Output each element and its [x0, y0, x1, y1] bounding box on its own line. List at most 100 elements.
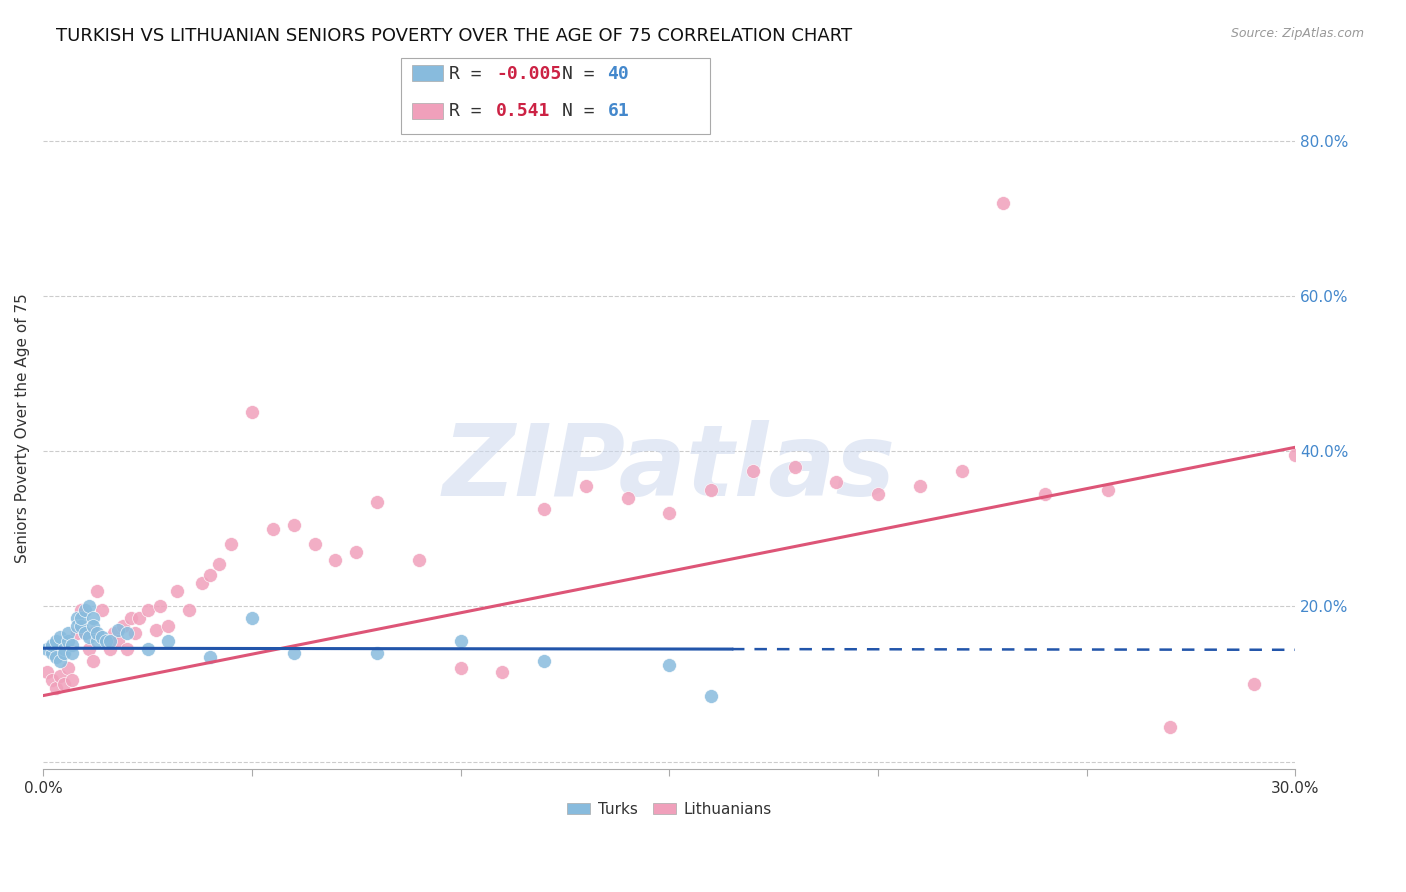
Point: [115, 626, 138, 640]
Point: [450, 634, 472, 648]
Point: [65, 611, 87, 625]
Point: [825, 475, 848, 490]
Point: [82, 654, 104, 668]
Point: [73, 626, 96, 640]
Point: [107, 623, 129, 637]
Text: R =: R =: [449, 103, 481, 120]
Point: [41, 638, 63, 652]
Point: [53, 677, 76, 691]
Point: [62, 646, 84, 660]
Point: [262, 522, 284, 536]
Y-axis label: Seniors Poverty Over the Age of 75: Seniors Poverty Over the Age of 75: [15, 293, 30, 563]
Point: [157, 634, 180, 648]
Point: [1243, 677, 1265, 691]
Point: [77, 642, 100, 657]
Text: 40: 40: [607, 65, 628, 83]
Point: [283, 517, 305, 532]
Point: [533, 654, 555, 668]
Point: [103, 626, 125, 640]
Point: [82, 626, 104, 640]
Point: [993, 195, 1015, 210]
Point: [69, 618, 91, 632]
Point: [45, 649, 67, 664]
Point: [179, 603, 201, 617]
Point: [1033, 487, 1056, 501]
Point: [115, 642, 138, 657]
Point: [149, 599, 172, 614]
Point: [219, 537, 242, 551]
Point: [120, 611, 142, 625]
Text: N =: N =: [562, 65, 595, 83]
Point: [866, 487, 889, 501]
Point: [86, 583, 108, 598]
Point: [366, 494, 388, 508]
Point: [37, 642, 59, 657]
Point: [37, 665, 59, 680]
Point: [136, 603, 159, 617]
Point: [283, 646, 305, 660]
Point: [128, 611, 150, 625]
Point: [53, 646, 76, 660]
Point: [533, 502, 555, 516]
Point: [950, 463, 973, 477]
Point: [658, 506, 681, 520]
Point: [41, 646, 63, 660]
Point: [658, 657, 681, 672]
Point: [58, 626, 80, 640]
Point: [198, 568, 221, 582]
Text: Source: ZipAtlas.com: Source: ZipAtlas.com: [1230, 27, 1364, 40]
Point: [73, 603, 96, 617]
Point: [1159, 720, 1181, 734]
Point: [107, 634, 129, 648]
Legend: Turks, Lithuanians: Turks, Lithuanians: [561, 796, 778, 823]
Point: [700, 483, 723, 497]
Point: [94, 634, 117, 648]
Point: [45, 681, 67, 695]
Point: [304, 537, 326, 551]
Point: [450, 661, 472, 675]
Point: [90, 631, 112, 645]
Point: [1097, 483, 1119, 497]
Point: [491, 665, 513, 680]
Point: [45, 634, 67, 648]
Point: [90, 603, 112, 617]
Point: [408, 553, 430, 567]
Point: [86, 634, 108, 648]
Point: [49, 669, 72, 683]
Point: [111, 618, 134, 632]
Text: TURKISH VS LITHUANIAN SENIORS POVERTY OVER THE AGE OF 75 CORRELATION CHART: TURKISH VS LITHUANIAN SENIORS POVERTY OV…: [56, 27, 852, 45]
Point: [82, 618, 104, 632]
Point: [53, 642, 76, 657]
Text: 61: 61: [607, 103, 628, 120]
Text: R =: R =: [449, 65, 481, 83]
Point: [136, 642, 159, 657]
Point: [783, 459, 806, 474]
Point: [94, 634, 117, 648]
Point: [366, 646, 388, 660]
Point: [191, 576, 214, 591]
Point: [69, 611, 91, 625]
Point: [98, 634, 121, 648]
Point: [198, 649, 221, 664]
Point: [65, 618, 87, 632]
Text: -0.005: -0.005: [496, 65, 561, 83]
Point: [616, 491, 638, 505]
Point: [575, 479, 598, 493]
Point: [240, 611, 263, 625]
Point: [82, 611, 104, 625]
Point: [58, 634, 80, 648]
Point: [62, 638, 84, 652]
Point: [1284, 448, 1306, 462]
Point: [77, 599, 100, 614]
Text: 0.541: 0.541: [496, 103, 551, 120]
Point: [325, 553, 347, 567]
Point: [62, 673, 84, 687]
Point: [700, 689, 723, 703]
Point: [86, 626, 108, 640]
Text: ZIPatlas: ZIPatlas: [443, 420, 896, 517]
Text: N =: N =: [562, 103, 595, 120]
Point: [98, 642, 121, 657]
Point: [240, 405, 263, 419]
Point: [69, 603, 91, 617]
Point: [908, 479, 931, 493]
